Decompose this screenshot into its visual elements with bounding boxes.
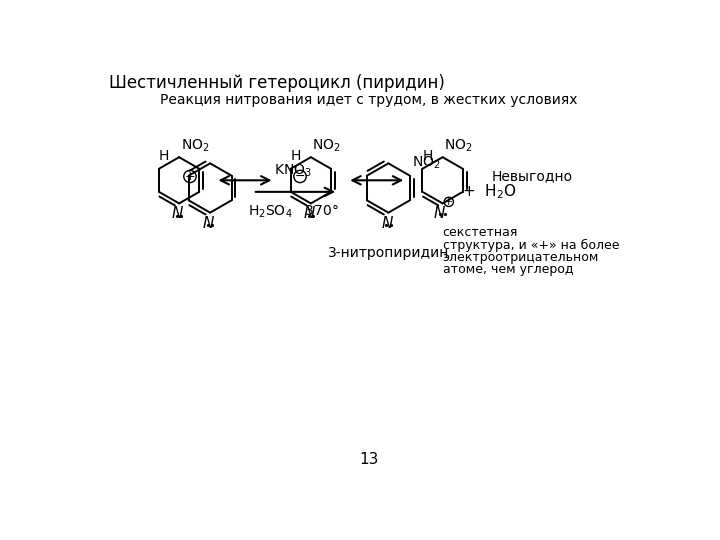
Text: Реакция нитрования идет с трудом, в жестких условиях: Реакция нитрования идет с трудом, в жест… — [161, 93, 577, 107]
Text: N: N — [172, 206, 184, 221]
Text: +  H$_2$O: + H$_2$O — [462, 183, 516, 201]
Text: N: N — [304, 206, 315, 221]
Text: H: H — [158, 148, 169, 163]
Text: Невыгодно: Невыгодно — [492, 170, 572, 184]
Text: NO$_2$: NO$_2$ — [412, 154, 441, 171]
Text: структура, и «+» на более: структура, и «+» на более — [443, 239, 619, 252]
Text: H: H — [422, 148, 433, 163]
Text: секстетная: секстетная — [443, 226, 518, 240]
Text: атоме, чем углерод: атоме, чем углерод — [443, 264, 573, 276]
Text: H: H — [290, 148, 301, 163]
Text: N: N — [203, 215, 215, 231]
Text: −: − — [294, 170, 305, 183]
Text: NO$_2$: NO$_2$ — [181, 138, 210, 154]
Text: N: N — [434, 206, 445, 221]
Text: NO$_2$: NO$_2$ — [444, 138, 473, 154]
Text: +: + — [184, 170, 195, 183]
Text: +: + — [444, 197, 454, 207]
Text: 13: 13 — [359, 452, 379, 467]
Text: Шестичленный гетероцикл (пиридин): Шестичленный гетероцикл (пиридин) — [109, 74, 445, 92]
Text: 3-нитропиридин: 3-нитропиридин — [328, 246, 449, 260]
Text: NO$_2$: NO$_2$ — [312, 138, 341, 154]
Text: электроотрицательном: электроотрицательном — [443, 251, 599, 264]
Text: KNO$_3$: KNO$_3$ — [274, 163, 312, 179]
Text: N: N — [381, 215, 392, 231]
Text: H$_2$SO$_4$   370°: H$_2$SO$_4$ 370° — [248, 204, 338, 220]
